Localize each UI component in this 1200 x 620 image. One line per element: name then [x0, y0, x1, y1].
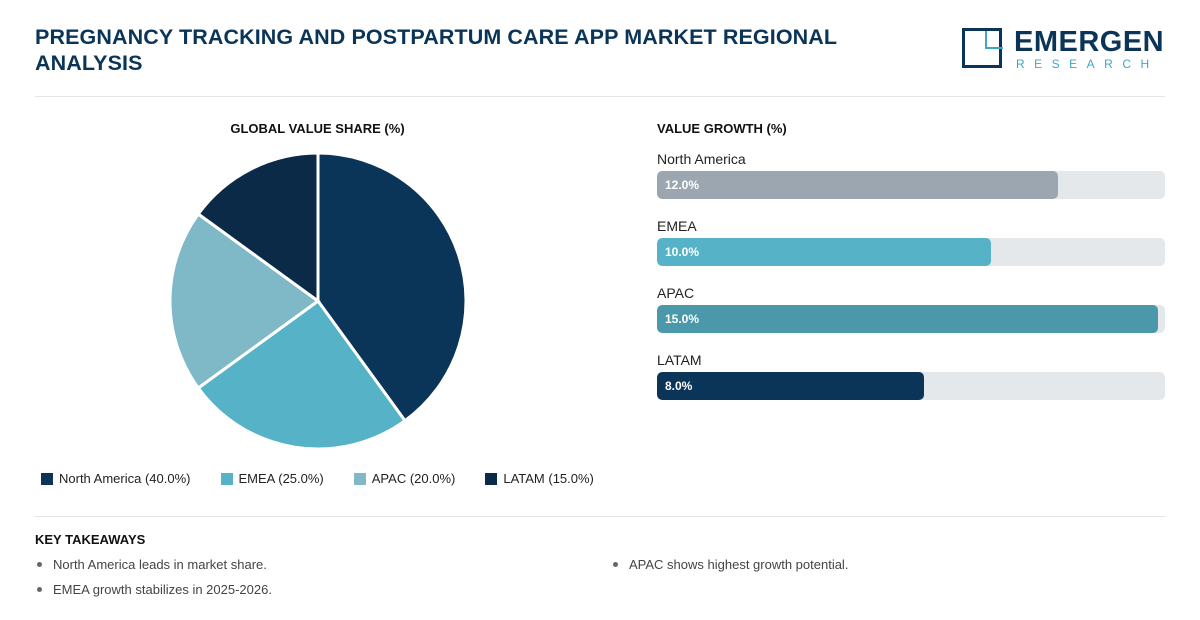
pie-chart-title: GLOBAL VALUE SHARE (%) [230, 121, 405, 136]
bar-fill: 10.0% [657, 238, 991, 266]
bar-row: LATAM 8.0% [657, 352, 1165, 400]
bar-fill: 15.0% [657, 305, 1158, 333]
bar-fill: 8.0% [657, 372, 924, 400]
pie-slice-apac [169, 211, 321, 391]
header: PREGNANCY TRACKING AND POSTPARTUM CARE A… [35, 24, 1165, 97]
bar-category-label: EMEA [657, 218, 697, 234]
legend-swatch [353, 472, 366, 485]
takeaway-item: North America leads in market share. [35, 557, 272, 582]
legend-item: EMEA (25.0%) [220, 471, 324, 486]
legend-item: APAC (20.0%) [353, 471, 456, 486]
bar-track: 8.0% [657, 372, 1165, 400]
logo-wordmark: EMERGEN [1014, 26, 1165, 58]
key-takeaways-title: KEY TAKEAWAYS [35, 532, 146, 547]
takeaways-list-left: North America leads in market share. EMEA… [35, 557, 272, 607]
legend-label: LATAM (15.0%) [503, 471, 594, 486]
legend-item: North America (40.0%) [41, 471, 191, 486]
bar-track: 15.0% [657, 305, 1165, 333]
section-divider [35, 516, 1165, 517]
legend-swatch [220, 472, 233, 485]
bar-category-label: North America [657, 151, 746, 167]
bar-value-label: 8.0% [665, 379, 693, 393]
bar-row: APAC 15.0% [657, 285, 1165, 333]
logo-mark-icon [962, 28, 1003, 68]
legend-swatch [41, 472, 53, 485]
logo-tagline: RESEARCH [1016, 57, 1159, 71]
takeaways-list-right: APAC shows highest growth potential. [611, 557, 848, 582]
legend-label: EMEA (25.0%) [238, 471, 324, 486]
pie-slice-north-america [316, 152, 468, 423]
bar-row: EMEA 10.0% [657, 218, 1165, 266]
legend-swatch [485, 472, 498, 485]
takeaway-item: EMEA growth stabilizes in 2025-2026. [35, 582, 272, 607]
pie-slice-latam [196, 152, 320, 304]
bar-fill: 12.0% [657, 171, 1058, 199]
bar-value-label: 12.0% [665, 178, 700, 192]
pie-slice-emea [196, 298, 408, 451]
bar-value-label: 10.0% [665, 245, 700, 259]
page-title: PREGNANCY TRACKING AND POSTPARTUM CARE A… [35, 25, 837, 75]
takeaway-item: APAC shows highest growth potential. [611, 557, 848, 582]
bar-track: 12.0% [657, 171, 1165, 199]
pie-chart [169, 152, 468, 451]
legend-label: APAC (20.0%) [371, 471, 456, 486]
bar-chart-title: VALUE GROWTH (%) [657, 121, 787, 136]
bar-value-label: 15.0% [665, 312, 700, 326]
emergen-logo: EMERGEN RESEARCH [962, 26, 1164, 74]
bar-track: 10.0% [657, 238, 1165, 266]
bar-row: North America 12.0% [657, 151, 1165, 199]
legend-label: North America (40.0%) [59, 471, 191, 486]
bar-category-label: APAC [657, 285, 695, 301]
bar-category-label: LATAM [657, 352, 702, 368]
legend-item: LATAM (15.0%) [485, 471, 594, 486]
pie-legend: North America (40.0%) EMEA (25.0%) APAC (2… [41, 471, 621, 486]
